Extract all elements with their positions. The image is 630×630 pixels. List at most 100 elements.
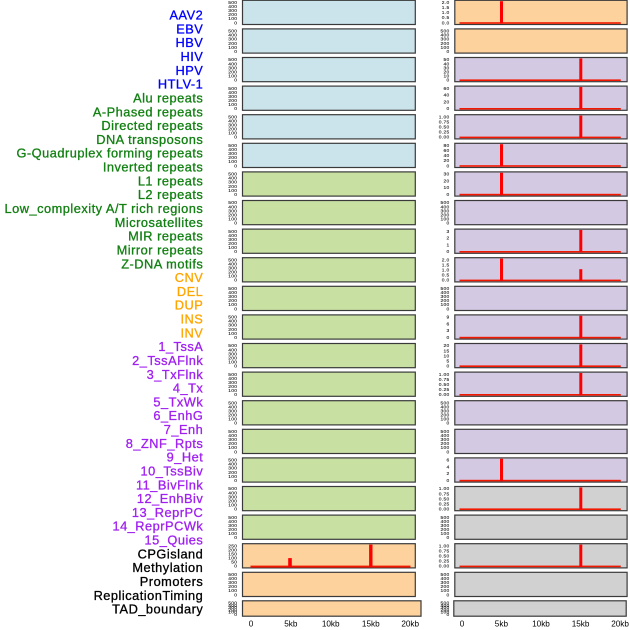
svg-text:0.75: 0.75 — [439, 377, 450, 383]
svg-text:7_Enh: 7_Enh — [164, 422, 204, 437]
svg-text:400: 400 — [440, 519, 449, 525]
svg-text:200: 200 — [440, 441, 449, 447]
svg-text:0.50: 0.50 — [439, 496, 450, 502]
svg-text:100: 100 — [228, 388, 237, 394]
svg-text:DEL: DEL — [177, 284, 203, 299]
svg-text:2.0: 2.0 — [442, 0, 450, 6]
svg-text:1.00: 1.00 — [439, 543, 450, 549]
svg-text:0.75: 0.75 — [439, 120, 450, 126]
svg-text:5kb: 5kb — [495, 620, 509, 629]
svg-text:500: 500 — [440, 572, 449, 578]
svg-text:500: 500 — [228, 572, 237, 578]
svg-text:1.0: 1.0 — [442, 268, 450, 274]
svg-text:400: 400 — [228, 33, 237, 39]
svg-text:250: 250 — [228, 543, 237, 549]
svg-text:400: 400 — [228, 319, 237, 325]
svg-text:20kb: 20kb — [401, 620, 419, 629]
svg-text:200: 200 — [228, 241, 237, 247]
svg-text:0.00: 0.00 — [439, 392, 450, 398]
svg-text:500: 500 — [228, 29, 237, 35]
svg-text:0.25: 0.25 — [439, 387, 450, 393]
svg-text:500: 500 — [228, 286, 237, 292]
svg-text:0: 0 — [234, 392, 237, 398]
svg-text:0: 0 — [234, 20, 237, 26]
svg-text:CPGisland: CPGisland — [138, 546, 204, 561]
svg-text:100: 100 — [228, 474, 237, 480]
svg-text:100: 100 — [440, 216, 449, 222]
svg-text:400: 400 — [228, 119, 237, 125]
svg-text:300: 300 — [228, 437, 237, 443]
svg-text:0: 0 — [234, 364, 237, 370]
svg-text:6: 6 — [446, 321, 449, 327]
svg-text:TAD_boundary: TAD_boundary — [112, 602, 203, 617]
svg-text:0: 0 — [234, 278, 237, 284]
svg-text:14_ReprPCWk: 14_ReprPCWk — [112, 519, 203, 534]
svg-text:0.25: 0.25 — [439, 501, 450, 507]
svg-text:100: 100 — [228, 417, 237, 423]
svg-text:30: 30 — [443, 65, 449, 71]
svg-text:0: 0 — [234, 478, 237, 484]
svg-text:HBV: HBV — [175, 35, 203, 50]
svg-text:200: 200 — [228, 184, 237, 190]
svg-text:300: 300 — [228, 380, 237, 386]
svg-text:Mirror repeats: Mirror repeats — [117, 242, 204, 257]
svg-text:3: 3 — [446, 328, 449, 334]
svg-text:0: 0 — [234, 335, 237, 341]
svg-text:100: 100 — [440, 588, 449, 594]
svg-text:15: 15 — [443, 348, 449, 354]
svg-text:6_EnhG: 6_EnhG — [153, 408, 203, 423]
svg-text:500: 500 — [228, 343, 237, 349]
svg-text:1_TssA: 1_TssA — [158, 339, 203, 354]
svg-text:500: 500 — [228, 57, 237, 63]
svg-text:300: 300 — [440, 605, 449, 611]
svg-text:500: 500 — [228, 229, 237, 235]
svg-text:3_TxFlnk: 3_TxFlnk — [147, 367, 204, 382]
svg-text:12_EnhBiv: 12_EnhBiv — [137, 491, 203, 506]
svg-text:G-Quadruplex forming repeats: G-Quadruplex forming repeats — [16, 146, 203, 161]
svg-text:400: 400 — [440, 290, 449, 296]
svg-text:500: 500 — [440, 29, 449, 35]
svg-text:500: 500 — [228, 315, 237, 321]
svg-text:0.0: 0.0 — [442, 278, 450, 284]
svg-text:1.5: 1.5 — [442, 5, 450, 11]
svg-text:400: 400 — [228, 262, 237, 268]
svg-text:0.50: 0.50 — [439, 554, 450, 560]
svg-text:0: 0 — [446, 364, 449, 370]
svg-text:0: 0 — [234, 592, 237, 598]
svg-text:EBV: EBV — [176, 21, 203, 36]
svg-text:Microsatellites: Microsatellites — [115, 215, 204, 230]
svg-text:200: 200 — [228, 584, 237, 590]
svg-text:500: 500 — [228, 486, 237, 492]
svg-text:0: 0 — [234, 449, 237, 455]
svg-text:A-Phased repeats: A-Phased repeats — [93, 104, 203, 119]
svg-text:500: 500 — [440, 286, 449, 292]
svg-text:40: 40 — [443, 61, 449, 67]
svg-text:300: 300 — [228, 351, 237, 357]
svg-text:1: 1 — [446, 242, 449, 248]
svg-text:0: 0 — [234, 78, 237, 84]
svg-text:20kb: 20kb — [611, 620, 629, 629]
svg-text:400: 400 — [228, 519, 237, 525]
svg-text:0: 0 — [446, 163, 449, 169]
svg-text:1.00: 1.00 — [439, 372, 450, 378]
svg-text:0: 0 — [234, 106, 237, 112]
svg-text:0.00: 0.00 — [439, 507, 450, 513]
svg-text:500: 500 — [440, 200, 449, 206]
svg-text:0: 0 — [446, 421, 449, 427]
svg-text:0: 0 — [234, 306, 237, 312]
svg-text:0: 0 — [234, 221, 237, 227]
svg-text:200: 200 — [440, 584, 449, 590]
svg-text:400: 400 — [228, 4, 237, 10]
svg-text:400: 400 — [228, 233, 237, 239]
svg-text:500: 500 — [228, 200, 237, 206]
svg-text:300: 300 — [440, 580, 449, 586]
svg-text:500: 500 — [228, 429, 237, 435]
svg-text:L1 repeats: L1 repeats — [138, 173, 203, 188]
svg-text:2_TssAFlnk: 2_TssAFlnk — [132, 353, 203, 368]
svg-text:200: 200 — [228, 12, 237, 18]
svg-text:500: 500 — [440, 400, 449, 406]
svg-text:100: 100 — [228, 445, 237, 451]
svg-text:0: 0 — [446, 106, 449, 112]
svg-text:Methylation: Methylation — [132, 560, 203, 575]
svg-text:200: 200 — [228, 212, 237, 218]
